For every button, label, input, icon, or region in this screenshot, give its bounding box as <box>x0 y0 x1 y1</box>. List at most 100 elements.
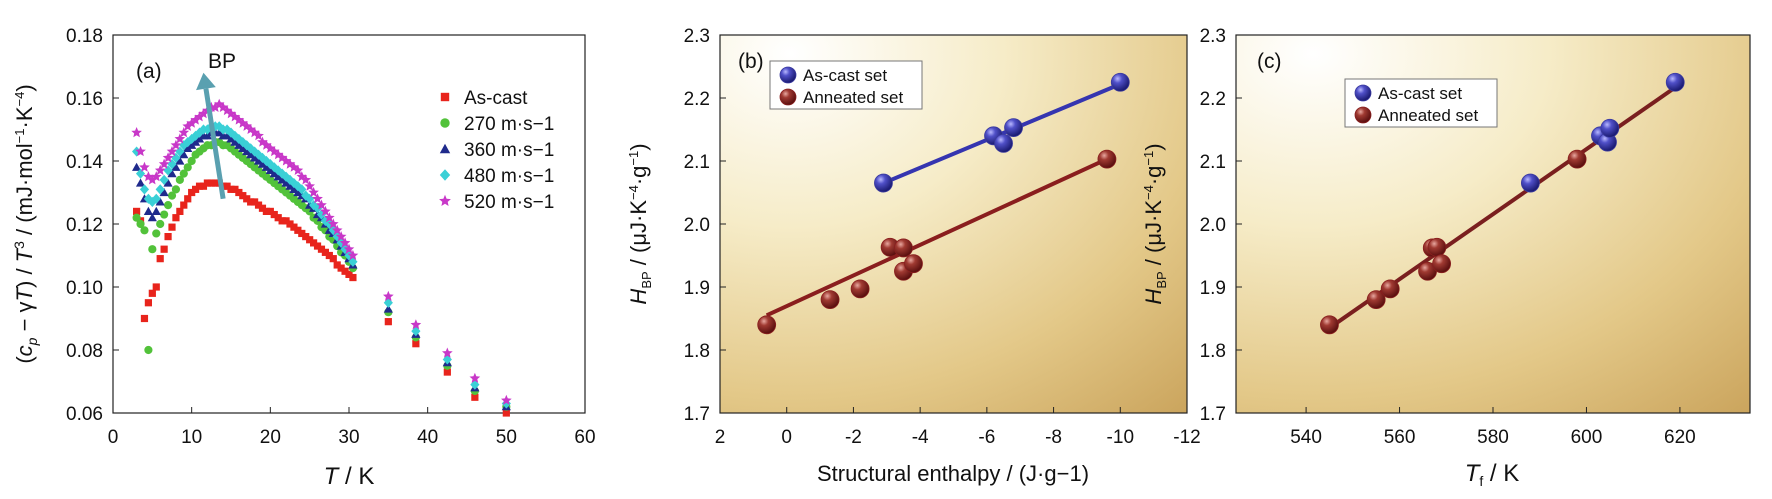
panel-b-ticks: 2 0 -2 -4 -6 -8 -10 -12 1.7 1.8 1.9 2.0 2.1 2.2 2.3 <box>684 26 1201 448</box>
bp-annotation: BP <box>208 50 236 73</box>
data-point <box>148 289 156 297</box>
legend-label: 480 m·s−1 <box>464 166 554 187</box>
data-point <box>155 184 165 195</box>
x-tick-label: 2 <box>715 427 726 448</box>
y-tick-label: 1.8 <box>684 341 710 362</box>
data-point <box>171 185 181 194</box>
data-point <box>313 242 322 250</box>
data-point <box>136 219 145 229</box>
data-point <box>1320 315 1339 335</box>
data-point <box>1110 72 1130 92</box>
data-point <box>167 169 177 178</box>
panel-c-ticks: 540 560 580 600 620 1.7 1.8 1.9 2.0 2.1 2.2 2.3 <box>1200 26 1696 448</box>
data-point <box>163 165 173 176</box>
legend-marker <box>439 143 451 154</box>
data-point <box>168 223 176 231</box>
data-point <box>241 120 253 131</box>
data-point <box>211 179 219 187</box>
data-point <box>175 175 184 184</box>
data-point <box>152 283 160 291</box>
bp-arrow-line <box>203 88 226 200</box>
data-point <box>253 130 264 141</box>
data-point <box>469 372 481 383</box>
data-point <box>159 174 169 185</box>
data-point <box>331 224 343 235</box>
legend-marker <box>779 66 797 84</box>
data-point <box>175 146 185 157</box>
data-point <box>298 229 306 238</box>
x-tick-label: -2 <box>845 427 862 448</box>
data-point <box>132 213 141 222</box>
data-point <box>170 139 182 150</box>
data-point <box>1665 72 1685 92</box>
data-point <box>192 185 200 193</box>
y-tick-label: 1.8 <box>1200 341 1226 362</box>
data-point <box>160 210 169 219</box>
y-tick-label: 1.7 <box>1200 404 1226 425</box>
y-tick-label: 0.06 <box>66 404 103 425</box>
data-point <box>278 217 286 225</box>
data-point <box>325 251 333 260</box>
data-point <box>320 215 330 226</box>
data-point <box>139 184 150 195</box>
data-point <box>300 174 312 185</box>
x-tick-label: 540 <box>1290 427 1322 448</box>
x-tick-label: 50 <box>496 427 517 448</box>
legend-label: Anneated set <box>803 88 903 107</box>
data-point <box>410 319 422 330</box>
data-point <box>501 394 512 405</box>
y-tick-label: 0.14 <box>66 152 103 173</box>
y-tick-label: 0.16 <box>66 89 103 110</box>
data-point <box>262 207 270 215</box>
data-point <box>227 185 235 193</box>
data-point <box>442 354 452 365</box>
data-point <box>274 214 282 222</box>
y-tick-label: 2.3 <box>684 26 710 47</box>
data-point <box>308 186 319 197</box>
data-point <box>282 217 290 225</box>
data-point <box>152 229 161 238</box>
data-point <box>324 212 335 223</box>
legend-marker <box>1354 106 1372 124</box>
data-point <box>258 204 267 212</box>
x-tick-label: 560 <box>1384 427 1416 448</box>
x-tick-label: 10 <box>181 427 202 448</box>
data-point <box>266 207 274 215</box>
data-point <box>179 169 188 178</box>
x-tick-label: 0 <box>781 427 792 448</box>
panel-b-legend: As-cast set Anneated set <box>769 60 923 110</box>
panel-a-frame <box>112 34 586 414</box>
data-point <box>239 192 247 200</box>
x-tick-label: -12 <box>1173 427 1200 448</box>
y-tick-label: 1.9 <box>684 278 710 299</box>
data-point <box>207 179 215 187</box>
data-point <box>199 182 208 190</box>
data-point <box>150 171 162 182</box>
data-point <box>270 210 278 219</box>
data-point <box>164 233 172 241</box>
data-point <box>294 226 302 234</box>
data-point <box>316 199 327 210</box>
series-circle <box>132 138 511 411</box>
panel-b-xlabel: Structural enthalpy / (J·g−1) <box>817 461 1089 486</box>
data-point <box>135 146 146 157</box>
data-point <box>194 111 205 122</box>
data-point <box>186 117 197 128</box>
data-point <box>383 290 394 301</box>
y-tick-label: 2.0 <box>1200 215 1226 236</box>
data-point <box>171 152 181 163</box>
panel-c-marks <box>1320 72 1685 335</box>
data-point <box>904 254 923 274</box>
data-point <box>470 379 480 390</box>
data-point <box>203 179 211 187</box>
legend-label: As-cast <box>464 88 528 109</box>
panel-b-marks <box>757 72 1130 335</box>
data-point <box>175 156 185 165</box>
data-point <box>132 162 142 171</box>
data-point <box>757 315 777 335</box>
data-point <box>151 193 161 204</box>
y-tick-label: 2.0 <box>684 215 710 236</box>
x-tick-label: 580 <box>1477 427 1509 448</box>
data-point <box>1567 149 1587 169</box>
data-point <box>158 158 170 169</box>
